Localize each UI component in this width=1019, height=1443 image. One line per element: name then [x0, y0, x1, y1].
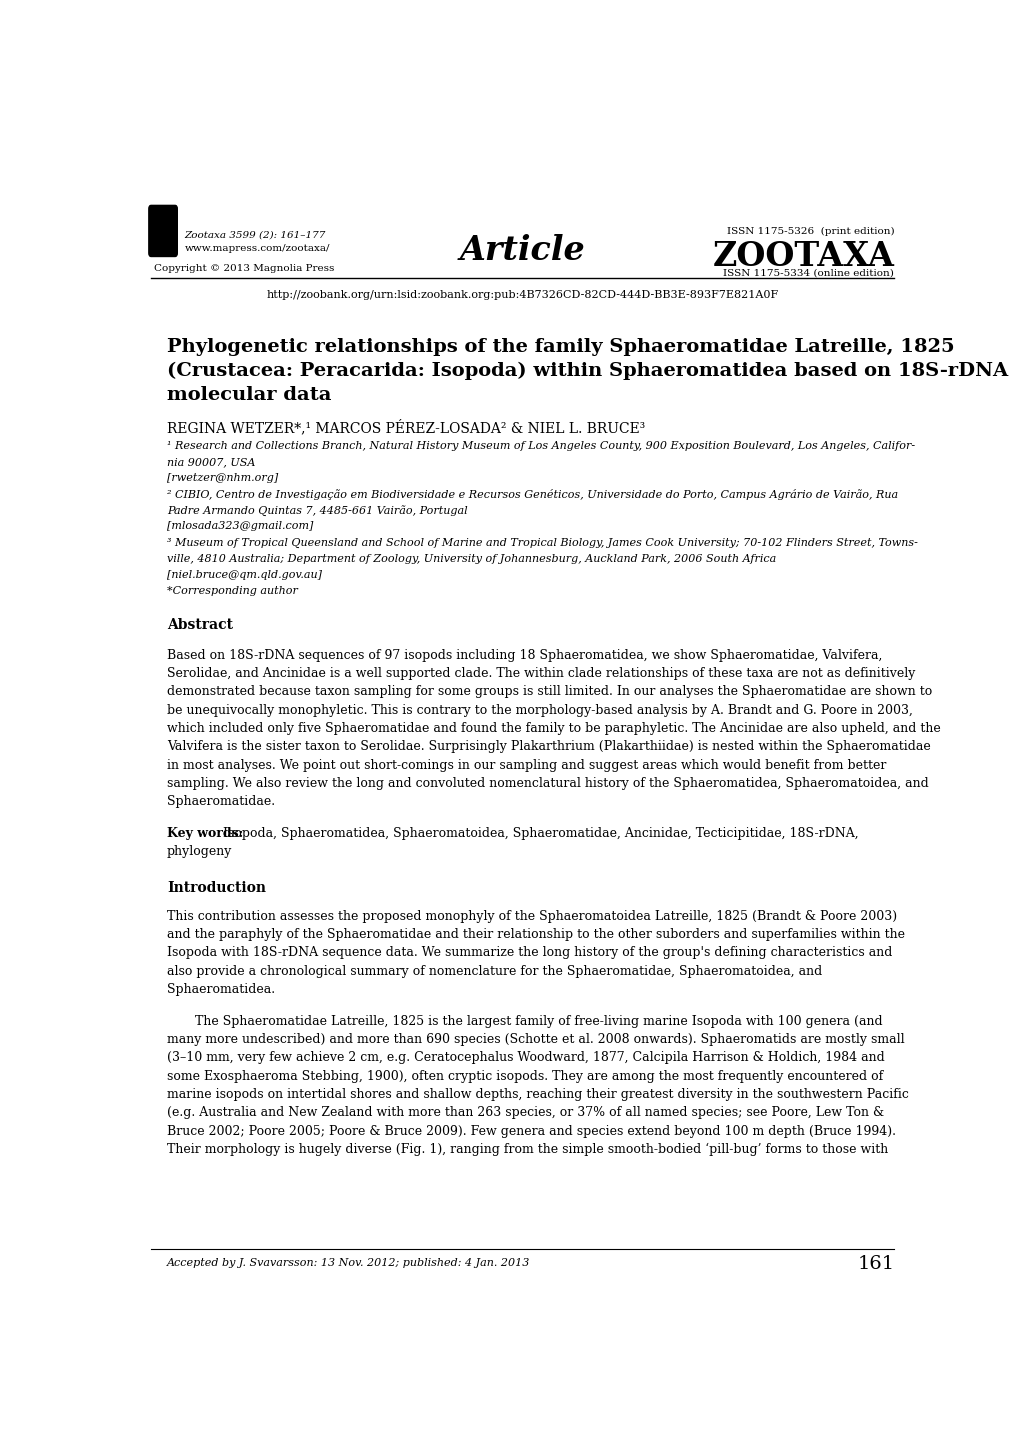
Text: some Exosphaeroma Stebbing, 1900), often cryptic isopods. They are among the mos: some Exosphaeroma Stebbing, 1900), often… [167, 1069, 882, 1082]
Text: nia 90007, USA: nia 90007, USA [167, 457, 255, 468]
Text: be unequivocally monophyletic. This is contrary to the morphology-based analysis: be unequivocally monophyletic. This is c… [167, 704, 912, 717]
Text: This contribution assesses the proposed monophyly of the Sphaeromatoidea Latreil: This contribution assesses the proposed … [167, 911, 897, 924]
Text: http://zoobank.org/urn:lsid:zoobank.org:pub:4B7326CD-82CD-444D-BB3E-893F7E821A0F: http://zoobank.org/urn:lsid:zoobank.org:… [266, 290, 779, 300]
Text: www.mapress.com/zootaxa/: www.mapress.com/zootaxa/ [184, 244, 329, 254]
Text: ISSN 1175-5326  (print edition): ISSN 1175-5326 (print edition) [726, 227, 894, 235]
Text: Copyright © 2013 Magnolia Press: Copyright © 2013 Magnolia Press [154, 264, 333, 273]
Text: [rwetzer@nhm.org]: [rwetzer@nhm.org] [167, 473, 278, 483]
Text: Bruce 2002; Poore 2005; Poore & Bruce 2009). Few genera and species extend beyon: Bruce 2002; Poore 2005; Poore & Bruce 20… [167, 1126, 895, 1139]
Text: Accepted by J. Svavarsson: 13 Nov. 2012; published: 4 Jan. 2013: Accepted by J. Svavarsson: 13 Nov. 2012;… [167, 1258, 530, 1267]
Text: Isopoda with 18S-rDNA sequence data. We summarize the long history of the group': Isopoda with 18S-rDNA sequence data. We … [167, 947, 892, 960]
Text: Abstract: Abstract [167, 618, 232, 632]
Text: (e.g. Australia and New Zealand with more than 263 species, or 37% of all named : (e.g. Australia and New Zealand with mor… [167, 1107, 883, 1120]
Text: ISSN 1175-5334 (online edition): ISSN 1175-5334 (online edition) [722, 268, 894, 277]
Text: *Corresponding author: *Corresponding author [167, 586, 298, 596]
Text: Valvifera is the sister taxon to Serolidae. Surprisingly Plakarthrium (Plakarthi: Valvifera is the sister taxon to Serolid… [167, 740, 930, 753]
Text: Article: Article [460, 234, 585, 267]
Text: Sphaeromatidea.: Sphaeromatidea. [167, 983, 275, 996]
FancyBboxPatch shape [149, 205, 177, 257]
Text: ³ Museum of Tropical Queensland and School of Marine and Tropical Biology, James: ³ Museum of Tropical Queensland and Scho… [167, 538, 917, 548]
Text: [mlosada323@gmail.com]: [mlosada323@gmail.com] [167, 521, 313, 531]
Text: molecular data: molecular data [167, 387, 331, 404]
Text: marine isopods on intertidal shores and shallow depths, reaching their greatest : marine isopods on intertidal shores and … [167, 1088, 908, 1101]
Text: ville, 4810 Australia; Department of Zoology, University of Johannesburg, Auckla: ville, 4810 Australia; Department of Zoo… [167, 554, 775, 564]
Text: Key words:: Key words: [167, 827, 244, 840]
Text: ZOOTAXA: ZOOTAXA [711, 240, 894, 273]
Text: Sphaeromatidae.: Sphaeromatidae. [167, 795, 275, 808]
Text: Phylogenetic relationships of the family Sphaeromatidae Latreille, 1825: Phylogenetic relationships of the family… [167, 338, 954, 355]
Text: also provide a chronological summary of nomenclature for the Sphaeromatidae, Sph: also provide a chronological summary of … [167, 965, 821, 978]
Text: demonstrated because taxon sampling for some groups is still limited. In our ana: demonstrated because taxon sampling for … [167, 685, 931, 698]
Text: Zootaxa 3599 (2): 161–177: Zootaxa 3599 (2): 161–177 [184, 231, 325, 240]
Text: Isopoda, Sphaeromatidea, Sphaeromatoidea, Sphaeromatidae, Ancinidae, Tecticipiti: Isopoda, Sphaeromatidea, Sphaeromatoidea… [219, 827, 858, 840]
Text: ² CIBIO, Centro de Investigação em Biodiversidade e Recursos Genéticos, Universi: ² CIBIO, Centro de Investigação em Biodi… [167, 489, 898, 501]
Text: Based on 18S-rDNA sequences of 97 isopods including 18 Sphaeromatidea, we show S: Based on 18S-rDNA sequences of 97 isopod… [167, 649, 881, 662]
Text: Introduction: Introduction [167, 880, 266, 895]
Text: and the paraphyly of the Sphaeromatidae and their relationship to the other subo: and the paraphyly of the Sphaeromatidae … [167, 928, 904, 941]
Text: 161: 161 [856, 1255, 894, 1273]
Text: The Sphaeromatidae Latreille, 1825 is the largest family of free-living marine I: The Sphaeromatidae Latreille, 1825 is th… [195, 1014, 881, 1027]
Text: in most analyses. We point out short-comings in our sampling and suggest areas w: in most analyses. We point out short-com… [167, 759, 886, 772]
Text: Their morphology is hugely diverse (Fig. 1), ranging from the simple smooth-bodi: Their morphology is hugely diverse (Fig.… [167, 1143, 888, 1156]
Text: Serolidae, and Ancinidae is a well supported clade. The within clade relationshi: Serolidae, and Ancinidae is a well suppo… [167, 667, 914, 680]
Text: which included only five Sphaeromatidae and found the family to be paraphyletic.: which included only five Sphaeromatidae … [167, 722, 940, 734]
Text: ¹ Research and Collections Branch, Natural History Museum of Los Angeles County,: ¹ Research and Collections Branch, Natur… [167, 442, 914, 452]
Text: sampling. We also review the long and convoluted nomenclatural history of the Sp: sampling. We also review the long and co… [167, 776, 928, 791]
Text: REGINA WETZER*,¹ MARCOS PÉREZ-LOSADA² & NIEL L. BRUCE³: REGINA WETZER*,¹ MARCOS PÉREZ-LOSADA² & … [167, 420, 645, 436]
Text: [niel.bruce@qm.qld.gov.au]: [niel.bruce@qm.qld.gov.au] [167, 570, 322, 580]
Text: phylogeny: phylogeny [167, 846, 232, 859]
Text: many more undescribed) and more than 690 species (Schotte et al. 2008 onwards). : many more undescribed) and more than 690… [167, 1033, 904, 1046]
Text: (3–10 mm, very few achieve 2 cm, e.g. Ceratocephalus Woodward, 1877, Calcipila H: (3–10 mm, very few achieve 2 cm, e.g. Ce… [167, 1052, 883, 1065]
Text: (Crustacea: Peracarida: Isopoda) within Sphaeromatidea based on 18S-rDNA: (Crustacea: Peracarida: Isopoda) within … [167, 362, 1007, 381]
Text: Padre Armando Quintas 7, 4485-661 Vairão, Portugal: Padre Armando Quintas 7, 4485-661 Vairão… [167, 505, 467, 517]
